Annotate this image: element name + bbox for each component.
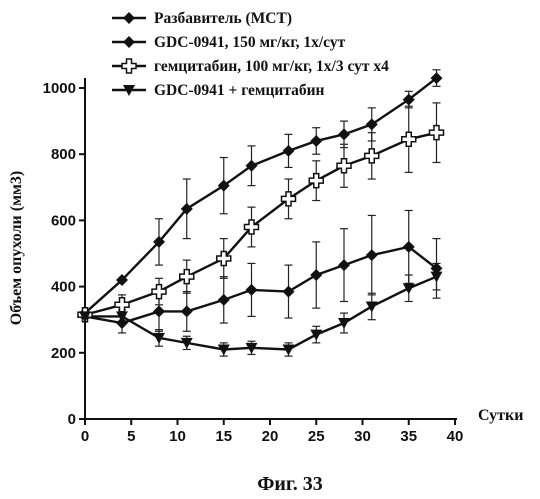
plus-shape: [309, 174, 323, 188]
plus-shape: [430, 126, 444, 140]
data-point-plus: [180, 270, 194, 284]
data-point-plus: [309, 174, 323, 188]
data-point-plus: [365, 149, 379, 163]
x-tick-label: 40: [447, 428, 464, 445]
data-point-diamond: [366, 249, 378, 261]
x-tick-label: 5: [127, 428, 135, 445]
legend-label: GDC-0941, 150 мг/кг, 1x/сут: [154, 34, 346, 51]
data-point-plus: [115, 298, 129, 312]
plus-shape: [365, 149, 379, 163]
error-bars: [118, 70, 441, 356]
y-tick-label: 800: [51, 146, 76, 163]
y-axis-label: Объем опухоли (мм3): [8, 171, 25, 325]
data-point-triangle: [403, 283, 415, 294]
data-point-plus: [402, 132, 416, 146]
data-point-diamond: [338, 259, 350, 271]
y-tick-label: 200: [51, 345, 76, 362]
series-line-1: [85, 247, 437, 323]
data-point-diamond: [153, 305, 165, 317]
legend-label: Разбавитель (MCT): [154, 10, 292, 27]
data-point-plus: [430, 126, 444, 140]
data-point-triangle: [310, 330, 322, 341]
y-tick-label: 600: [51, 212, 76, 229]
legend: Разбавитель (MCT) GDC-0941, 150 мг/кг, 1x…: [112, 10, 389, 99]
x-tick-label: 25: [308, 428, 325, 445]
y-tick-label: 1000: [43, 80, 76, 97]
plus-shape: [180, 270, 194, 284]
series-line-3: [85, 277, 437, 350]
plus-shape: [402, 132, 416, 146]
plus-shape: [337, 159, 351, 173]
plus-shape: [152, 285, 166, 299]
data-point-triangle: [366, 301, 378, 312]
legend-label: GDC-0941 + гемцитабин: [154, 82, 325, 99]
data-point-diamond: [123, 12, 135, 24]
data-point-diamond: [338, 128, 350, 140]
y-tick-label: 400: [51, 279, 76, 296]
x-tick-label: 35: [400, 428, 417, 445]
data-point-diamond: [218, 294, 230, 306]
data-point-diamond: [310, 269, 322, 281]
data-point-plus: [337, 159, 351, 173]
axes: 0 200 400 600 800 1000 0 5 10 15 20 25 30 35 40: [43, 78, 464, 445]
plus-shape: [115, 298, 129, 312]
x-tick-label: 20: [262, 428, 279, 445]
data-point-diamond: [181, 305, 193, 317]
series-line-2: [85, 133, 437, 315]
data-point-plus: [152, 285, 166, 299]
y-tick-label: 0: [68, 411, 76, 428]
data-point-diamond: [246, 284, 258, 296]
x-tick-label: 30: [354, 428, 371, 445]
series-line-0: [85, 78, 437, 313]
x-tick-label: 0: [81, 428, 89, 445]
x-axis-label: Сутки: [478, 407, 523, 424]
plus-shape: [122, 59, 136, 73]
data-point-diamond: [123, 36, 135, 48]
data-point-diamond: [310, 135, 322, 147]
figure-caption: Фиг. 33: [257, 473, 323, 495]
data-point-diamond: [283, 145, 295, 157]
data-point-diamond: [283, 286, 295, 298]
series-lines: [85, 78, 437, 349]
legend-label: гемцитабин, 100 мг/кг, 1x/3 сут x4: [154, 58, 389, 75]
series-markers: [78, 72, 444, 355]
x-tick-label: 15: [215, 428, 232, 445]
data-point-plus: [122, 59, 136, 73]
x-tick-label: 10: [169, 428, 186, 445]
